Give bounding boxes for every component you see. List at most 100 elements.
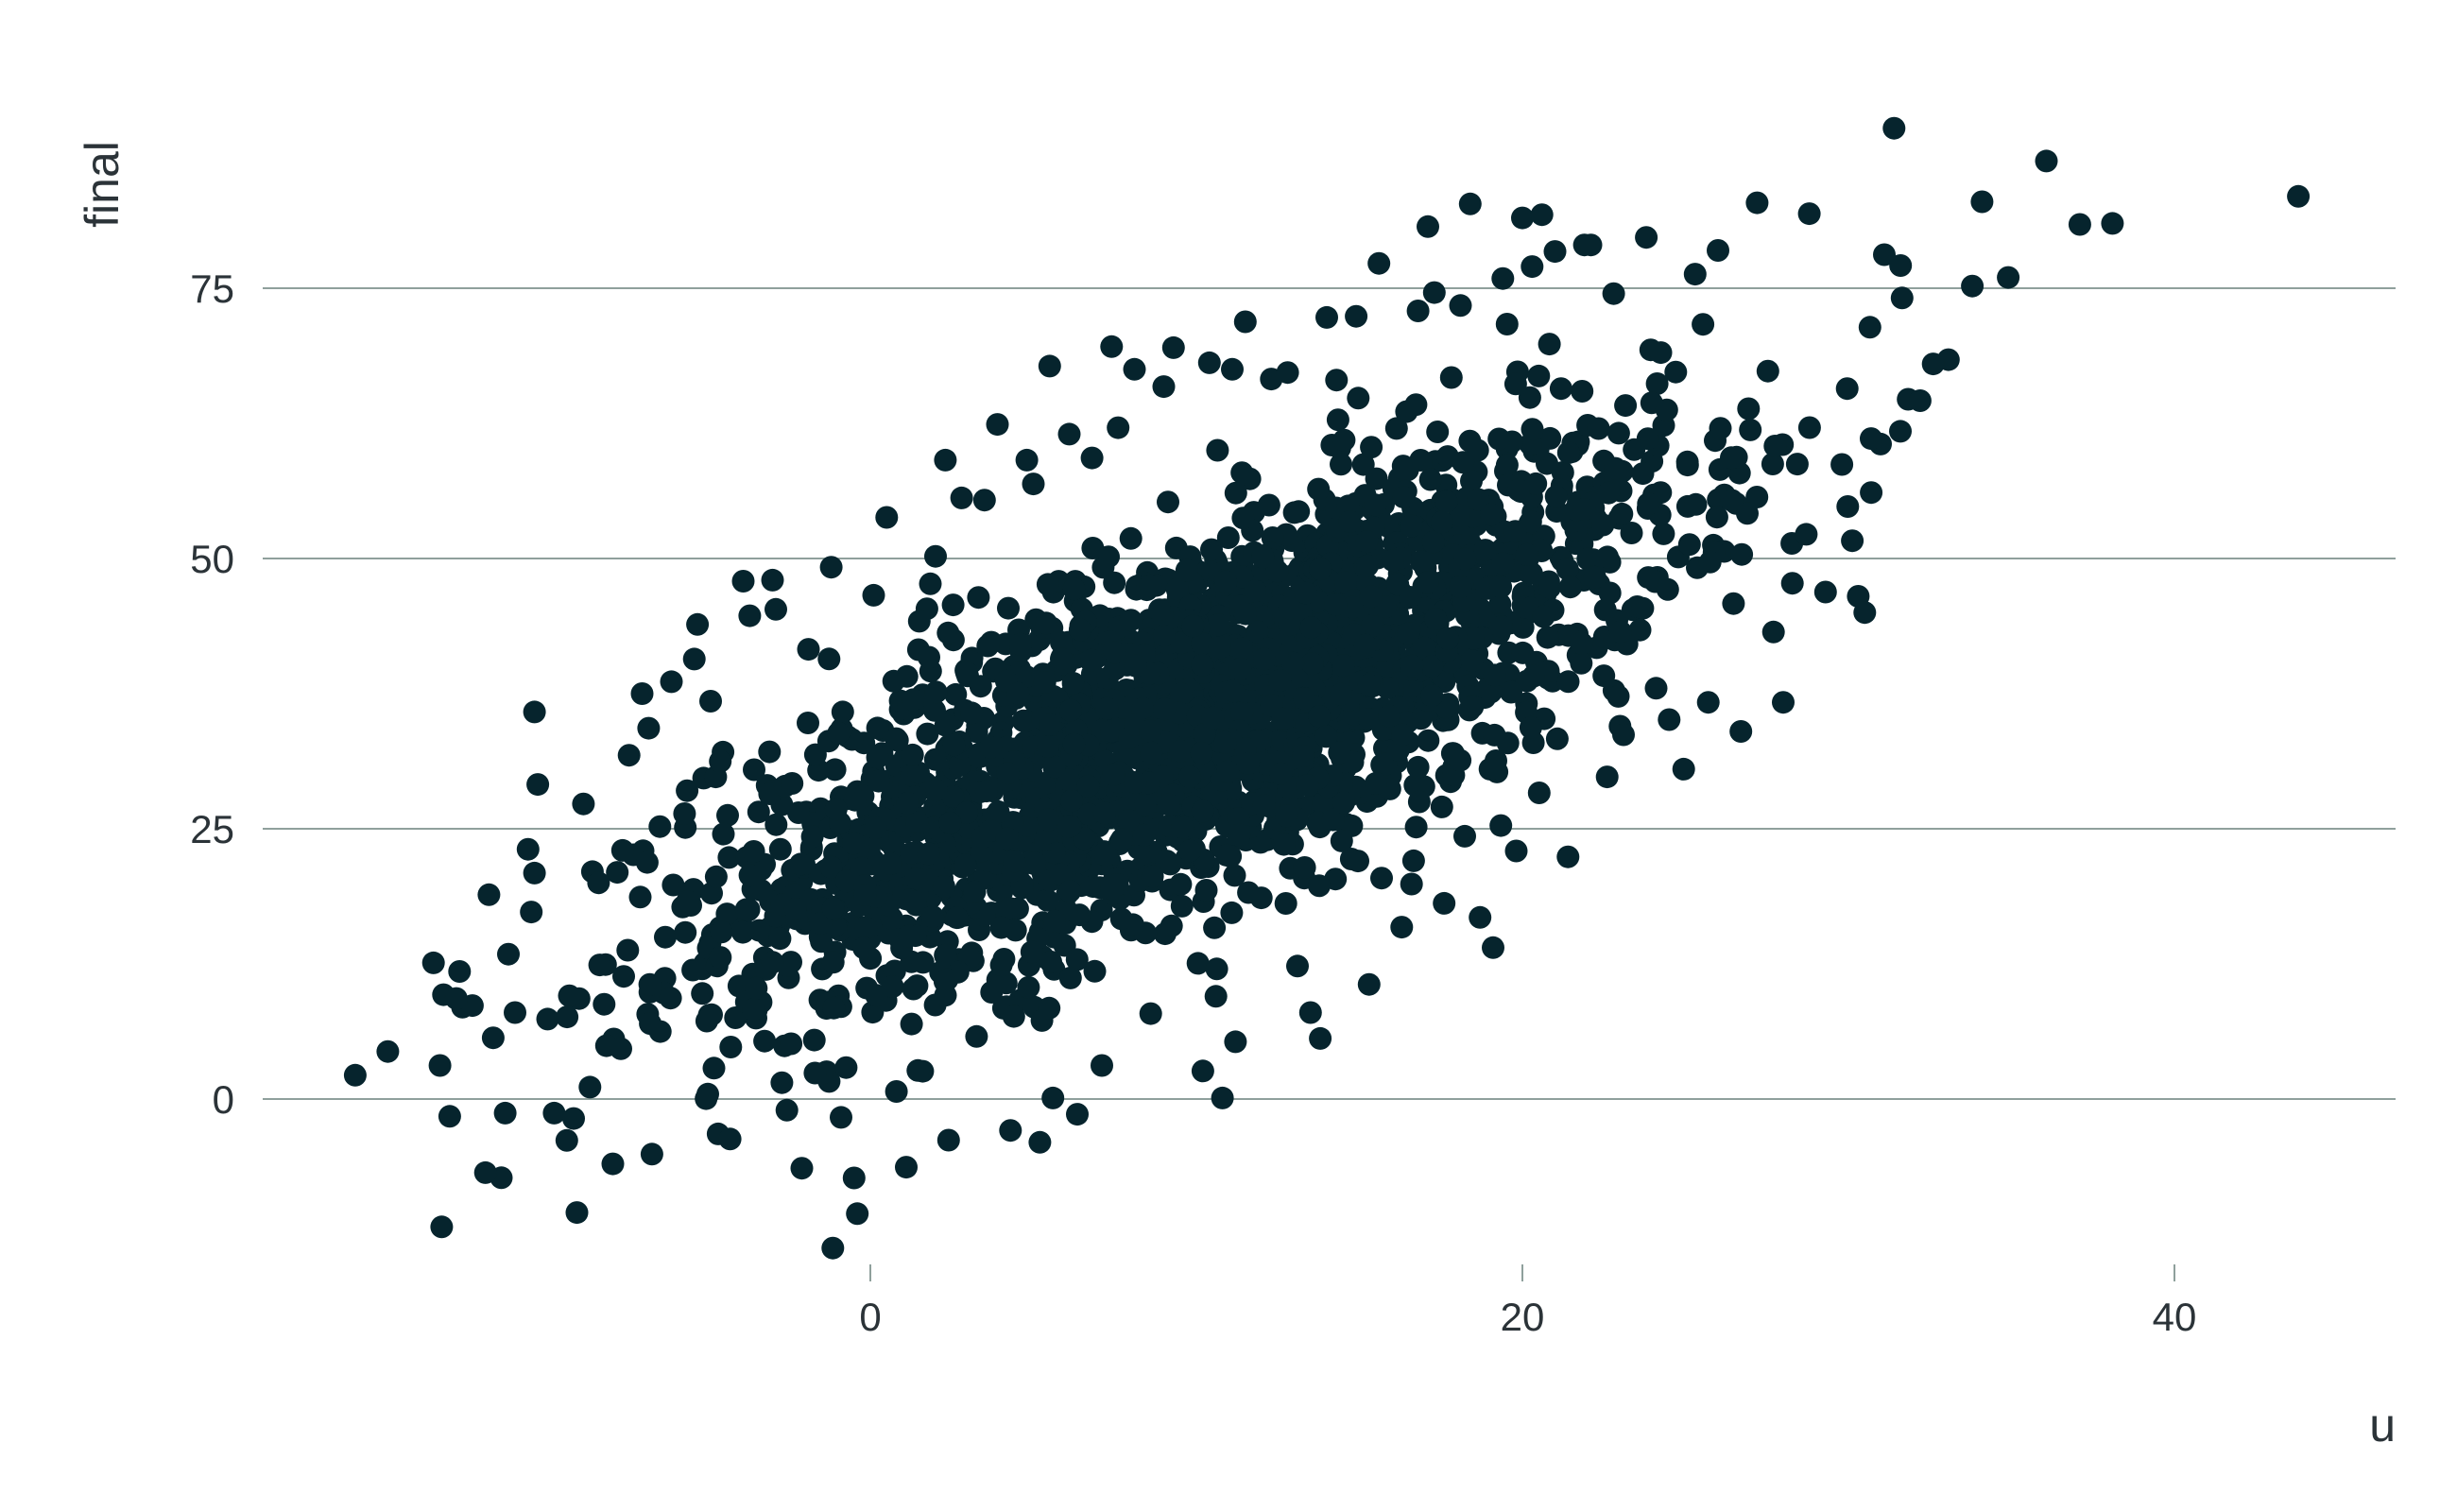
data-point <box>520 901 543 924</box>
data-point <box>1515 542 1538 566</box>
data-point <box>1785 453 1809 476</box>
data-point <box>810 930 833 954</box>
data-point <box>738 604 762 627</box>
data-point <box>1921 352 1945 376</box>
data-point <box>477 883 501 906</box>
data-point <box>1853 601 1877 625</box>
data-point <box>1830 453 1854 476</box>
data-point <box>1489 814 1513 837</box>
data-point <box>526 773 550 797</box>
data-point <box>969 675 992 698</box>
data-point <box>2287 184 2311 208</box>
data-point <box>1404 816 1428 839</box>
data-point <box>662 873 685 897</box>
data-point <box>448 960 472 983</box>
data-point <box>862 583 885 607</box>
data-point <box>1321 808 1345 832</box>
data-point <box>1392 486 1416 509</box>
data-point <box>1315 305 1338 329</box>
data-point <box>831 700 854 724</box>
data-point <box>1160 914 1183 937</box>
data-point <box>695 1087 718 1110</box>
data-point <box>745 976 768 1000</box>
data-point <box>1518 386 1541 409</box>
data-point <box>742 840 765 863</box>
data-point <box>1065 948 1089 971</box>
data-point <box>1227 807 1250 831</box>
data-point <box>637 716 661 740</box>
data-point <box>638 972 662 996</box>
data-point <box>1234 602 1258 626</box>
data-point <box>885 1080 908 1103</box>
data-point <box>1404 393 1428 417</box>
data-point <box>1293 856 1316 879</box>
data-point <box>555 1128 578 1152</box>
data-point <box>1416 571 1439 594</box>
data-point <box>1504 839 1528 863</box>
y-tick-label: 0 <box>213 1077 234 1122</box>
data-point <box>789 852 813 876</box>
data-point <box>1858 316 1881 339</box>
data-point <box>1631 596 1655 620</box>
data-point <box>1300 652 1324 676</box>
data-point <box>640 1143 663 1166</box>
data-point <box>1100 335 1124 358</box>
data-point <box>854 916 878 939</box>
data-point <box>1058 880 1082 903</box>
data-point <box>1397 622 1420 645</box>
data-point <box>1407 790 1431 814</box>
data-point <box>770 1071 794 1094</box>
data-point <box>1043 755 1066 779</box>
data-point <box>842 1166 866 1190</box>
data-point <box>1214 843 1238 867</box>
data-point <box>660 670 683 694</box>
data-point <box>980 981 1004 1004</box>
data-points <box>343 116 2311 1260</box>
data-point <box>1003 850 1026 873</box>
data-point <box>1008 632 1032 656</box>
data-point <box>1598 581 1622 605</box>
data-point <box>1538 576 1561 599</box>
data-point <box>617 744 641 767</box>
data-point <box>1095 696 1119 720</box>
data-point <box>1435 490 1458 513</box>
data-point <box>1570 631 1593 655</box>
data-point <box>1060 789 1084 813</box>
data-point <box>1141 865 1164 888</box>
data-point <box>965 1024 988 1048</box>
data-point <box>572 792 595 816</box>
data-point <box>1576 547 1600 571</box>
data-point <box>1057 815 1080 838</box>
data-point <box>996 762 1020 785</box>
data-point <box>1399 586 1422 609</box>
data-point <box>1495 313 1519 335</box>
data-point <box>1730 542 1754 566</box>
data-point <box>1066 1103 1089 1126</box>
data-point <box>1119 526 1143 550</box>
data-point <box>1873 243 1896 266</box>
data-point <box>1252 794 1276 817</box>
data-point <box>1299 616 1323 640</box>
data-point <box>866 716 889 740</box>
data-point <box>821 897 845 920</box>
data-point <box>1384 417 1408 440</box>
data-point <box>1326 408 1349 432</box>
data-point <box>797 638 820 662</box>
data-point <box>1479 680 1503 704</box>
data-point <box>1307 477 1331 501</box>
data-point <box>797 712 819 734</box>
data-point <box>1406 755 1430 779</box>
data-point <box>1102 763 1125 786</box>
data-point <box>1527 782 1551 804</box>
data-point <box>1221 357 1244 381</box>
data-point <box>1011 709 1035 732</box>
data-point <box>558 984 581 1007</box>
data-point <box>1860 481 1883 505</box>
data-point <box>704 865 728 888</box>
data-point <box>1595 765 1619 789</box>
data-point <box>578 1075 602 1099</box>
data-point <box>954 853 977 877</box>
data-point <box>1675 454 1699 477</box>
data-point <box>1556 441 1580 464</box>
data-point <box>1997 266 2020 289</box>
